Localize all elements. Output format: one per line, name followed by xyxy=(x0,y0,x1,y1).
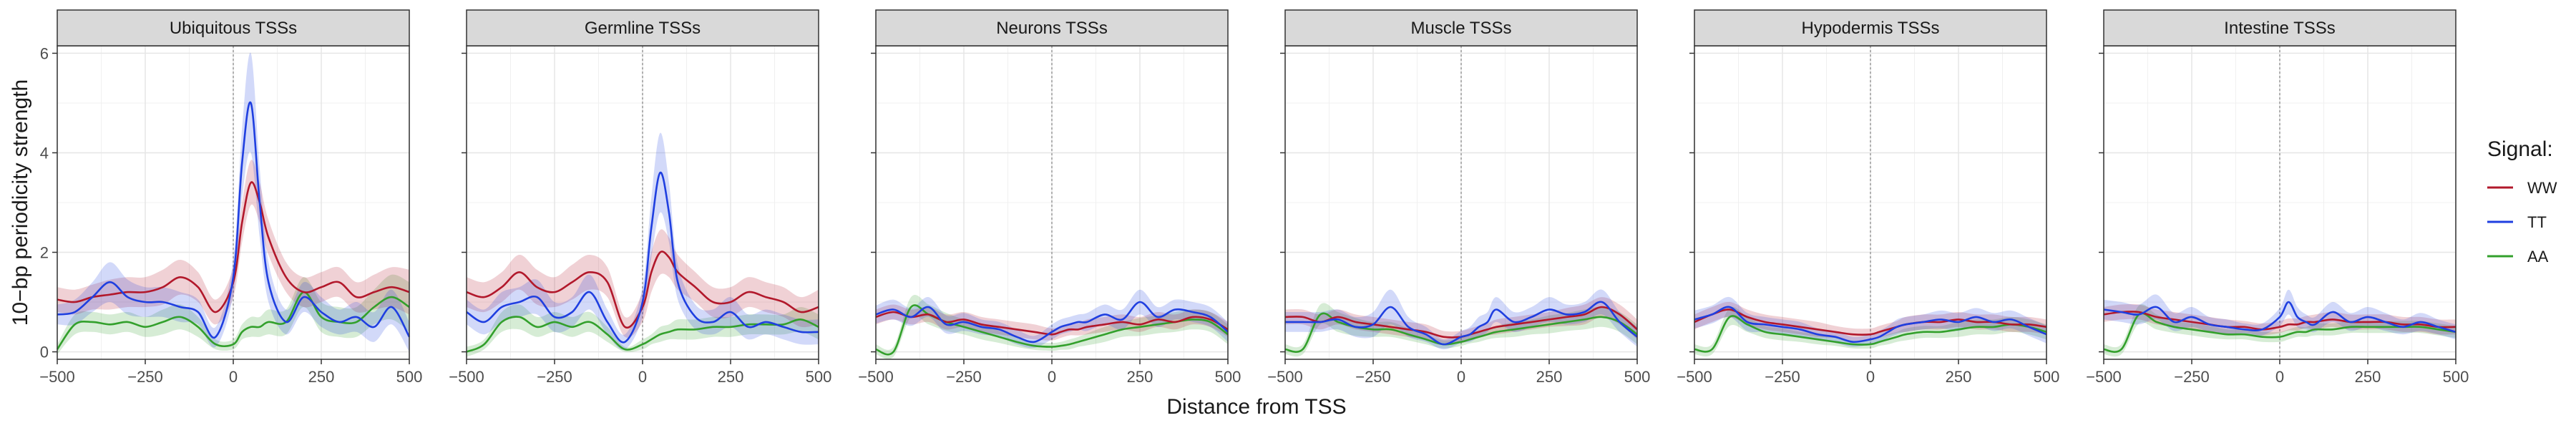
x-tick-label: −250 xyxy=(537,368,572,386)
x-tick-label: 0 xyxy=(1866,368,1875,386)
facet-strip xyxy=(1284,9,1638,47)
facet-panel-2: Germline TSSs −500 −250 0 250 500 xyxy=(449,9,832,386)
x-tick-label: −500 xyxy=(1267,368,1303,386)
facet-strip-label: Intestine TSSs xyxy=(2224,19,2336,38)
ribbon-ww xyxy=(876,304,1228,341)
ribbon-tt xyxy=(876,289,1228,349)
ribbon-tt xyxy=(2104,289,2456,340)
x-tick-label: 250 xyxy=(308,368,335,386)
facet-strip xyxy=(875,9,1229,47)
x-axis-title: Distance from TSS xyxy=(1166,395,1346,419)
series-line-ww xyxy=(1694,308,2047,336)
x-tick-label: −500 xyxy=(858,368,894,386)
facet-panel-3: Neurons TSSs −500 −250 0 250 500 xyxy=(858,9,1241,386)
facet-panel-4: Muscle TSSs −500 −250 0 250 500 xyxy=(1267,9,1651,386)
facet-panel-1: Ubiquitous TSSs −500 −250 0 250 500 0 2 4 6 xyxy=(39,9,423,386)
x-tick-label: 0 xyxy=(1457,368,1465,386)
ribbon-aa xyxy=(2104,304,2456,357)
series-line-tt xyxy=(466,171,819,344)
facet-strip xyxy=(57,9,410,47)
x-tick-label: 0 xyxy=(229,368,238,386)
x-tick-label: 0 xyxy=(2275,368,2284,386)
y-tick-label: 2 xyxy=(40,244,49,262)
x-tick-label: 500 xyxy=(806,368,832,386)
series-line-tt xyxy=(875,301,1229,344)
facet-strip-label: Neurons TSSs xyxy=(996,19,1108,38)
x-tick-label: −500 xyxy=(39,368,75,386)
x-tick-label: 250 xyxy=(1946,368,1972,386)
y-tick-label: 0 xyxy=(40,344,49,361)
facet-strip-label: Ubiquitous TSSs xyxy=(170,19,297,38)
x-tick-label: −250 xyxy=(1355,368,1391,386)
facet-panel-6: Intestine TSSs −500 −250 0 250 500 xyxy=(2086,9,2469,386)
series-line-aa xyxy=(1694,315,2047,353)
facet-strip xyxy=(2103,9,2457,47)
ribbon-tt xyxy=(1285,289,1637,350)
facet-strip-label: Germline TSSs xyxy=(585,19,701,38)
x-tick-label: 250 xyxy=(718,368,744,386)
y-axis-title: 10−bp periodicity strength xyxy=(9,79,32,326)
x-tick-label: 500 xyxy=(396,368,423,386)
x-tick-label: −500 xyxy=(449,368,484,386)
facet-strip xyxy=(466,9,819,47)
facet-strip-label: Muscle TSSs xyxy=(1411,19,1512,38)
x-tick-label: −500 xyxy=(2086,368,2122,386)
y-tick-label: 4 xyxy=(40,144,49,162)
series-line-tt xyxy=(1285,301,1638,346)
ribbon-ww xyxy=(1285,297,1637,344)
series-line-aa xyxy=(466,316,819,353)
x-tick-label: 500 xyxy=(1624,368,1651,386)
series-line-tt xyxy=(57,101,411,339)
x-tick-label: 0 xyxy=(1048,368,1056,386)
x-tick-label: 250 xyxy=(2355,368,2381,386)
legend-title: Signal: xyxy=(2487,137,2553,161)
x-tick-label: −250 xyxy=(127,368,163,386)
facet-strip-label: Hypodermis TSSs xyxy=(1802,19,1940,38)
ribbon-ww xyxy=(1694,301,2046,341)
legend-label-tt: TT xyxy=(2527,213,2547,231)
x-tick-label: −500 xyxy=(1677,368,1712,386)
series-line-ww xyxy=(466,250,819,329)
facet-strip xyxy=(1694,9,2047,47)
series-line-aa xyxy=(2103,312,2457,353)
ribbon-tt xyxy=(57,52,409,352)
y-tick-label: 6 xyxy=(40,44,49,62)
facet-panel-5: Hypodermis TSSs −500 −250 0 250 500 xyxy=(1677,9,2060,386)
x-tick-label: 250 xyxy=(1536,368,1563,386)
x-tick-label: 500 xyxy=(2443,368,2469,386)
series-line-aa xyxy=(56,291,410,350)
series-line-tt xyxy=(1694,306,2047,344)
x-tick-label: 500 xyxy=(2034,368,2060,386)
x-tick-label: 500 xyxy=(1215,368,1241,386)
ribbon-aa xyxy=(1285,303,1637,357)
ribbon-aa xyxy=(57,274,409,354)
legend: Signal: WW TT AA xyxy=(2487,137,2557,266)
ribbon-ww xyxy=(467,229,819,338)
series-line-tt xyxy=(2103,301,2457,334)
x-tick-label: −250 xyxy=(1765,368,1800,386)
ribbon-ww xyxy=(57,160,409,325)
x-tick-label: 250 xyxy=(1127,368,1153,386)
x-tick-label: −250 xyxy=(2174,368,2210,386)
legend-label-aa: AA xyxy=(2527,248,2549,266)
legend-label-ww: WW xyxy=(2527,179,2557,197)
x-tick-label: −250 xyxy=(946,368,982,386)
x-tick-label: 0 xyxy=(638,368,647,386)
